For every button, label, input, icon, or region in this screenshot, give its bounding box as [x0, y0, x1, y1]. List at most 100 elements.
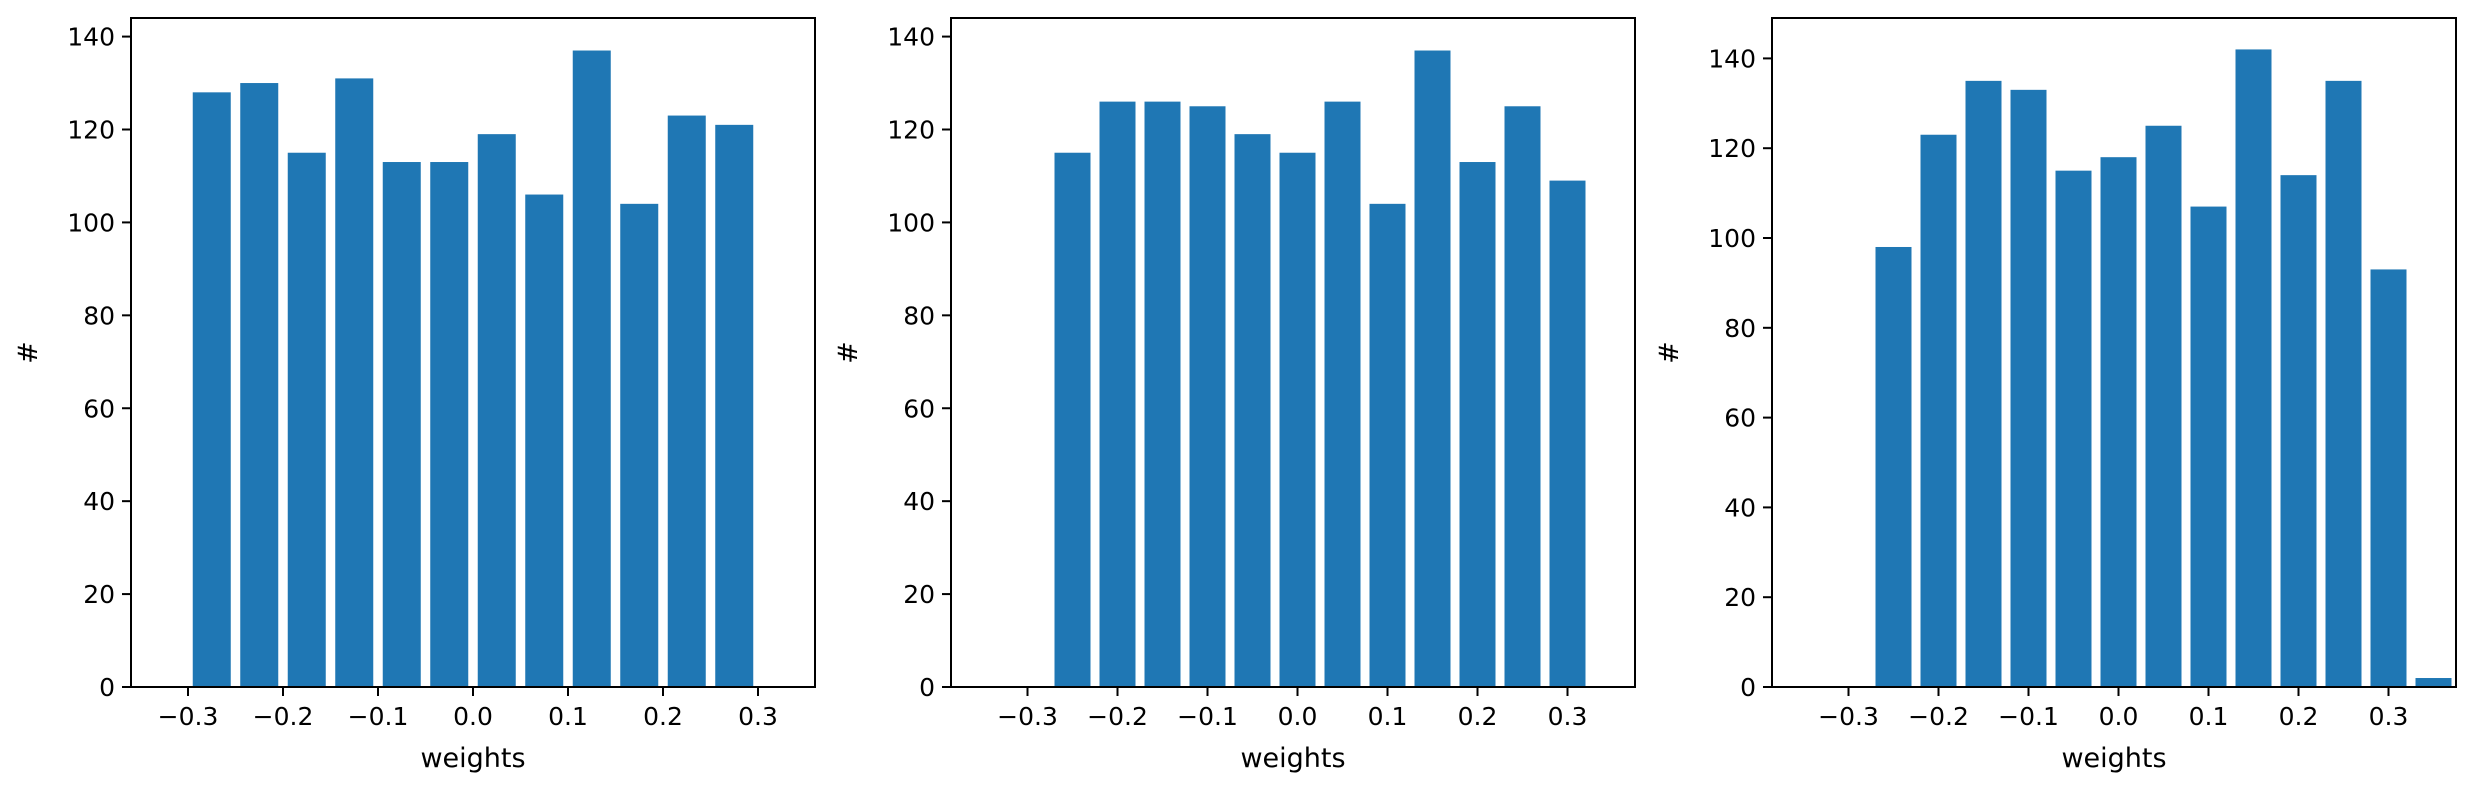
- x-axis-ticks: −0.3 −0.2 −0.1 0.0 0.1 0.2 0.3: [997, 687, 1587, 731]
- bar: [2010, 89, 2047, 687]
- bar: [2100, 157, 2137, 687]
- y-tick-label: 80: [1724, 314, 1756, 343]
- bar-group: [1875, 49, 2452, 688]
- y-tick-label: 0: [99, 673, 115, 702]
- y-tick-label: 80: [83, 301, 115, 330]
- bar: [525, 194, 564, 687]
- x-tick-label: 0.1: [1368, 702, 1408, 731]
- y-tick-label: 20: [83, 580, 115, 609]
- histogram-panel-2: 0 20 40 60 80 100 120 140 −0.3 −0.2 −0.1 0.0 0.1 0.2…: [833, 17, 1636, 774]
- bar: [335, 78, 374, 688]
- x-tick-label: 0.2: [1458, 702, 1498, 731]
- y-axis-ticks: 0 20 40 60 80 100 120 140: [67, 23, 131, 702]
- x-tick-label: −0.1: [348, 702, 409, 731]
- x-tick-label: 0.3: [1548, 702, 1588, 731]
- y-tick-label: 120: [887, 116, 935, 145]
- bar: [2280, 175, 2317, 687]
- y-tick-label: 60: [83, 394, 115, 423]
- y-tick-label: 20: [903, 580, 935, 609]
- bar: [430, 162, 469, 688]
- bar: [1875, 246, 1912, 687]
- bar-group: [1054, 50, 1586, 688]
- y-tick-label: 120: [67, 116, 115, 145]
- x-tick-label: 0.3: [2369, 702, 2409, 731]
- histogram-panel-3: 0 20 40 60 80 100 120 140 −0.3 −0.2 −0.1 0.0 0.1 0.2…: [1654, 17, 2457, 774]
- x-tick-label: −0.3: [997, 702, 1058, 731]
- bar: [715, 124, 754, 687]
- bar: [1279, 152, 1316, 687]
- bar: [2055, 170, 2092, 687]
- x-tick-label: −0.3: [158, 702, 219, 731]
- bar: [1054, 152, 1091, 687]
- x-tick-label: 0.2: [2279, 702, 2319, 731]
- bar: [1234, 134, 1271, 688]
- bar: [1459, 162, 1496, 688]
- bar: [667, 115, 706, 687]
- y-tick-label: 40: [903, 487, 935, 516]
- bar: [1369, 203, 1406, 688]
- y-axis-ticks: 0 20 40 60 80 100 120 140: [1708, 44, 1772, 702]
- y-tick-label: 140: [67, 23, 115, 52]
- x-tick-label: 0.1: [548, 702, 588, 731]
- x-tick-label: 0.0: [2099, 702, 2139, 731]
- y-axis-label: #: [833, 341, 864, 364]
- y-tick-label: 0: [919, 673, 935, 702]
- bar: [1144, 101, 1181, 687]
- bar: [382, 162, 421, 688]
- axes-frame: [1771, 17, 2457, 688]
- x-tick-label: 0.0: [1278, 702, 1318, 731]
- x-tick-label: −0.2: [1908, 702, 1969, 731]
- bar: [1549, 180, 1586, 687]
- x-axis-ticks: −0.3 −0.2 −0.1 0.0 0.1 0.2 0.3: [158, 687, 778, 731]
- bar: [572, 50, 611, 688]
- axes-frame: [950, 17, 1636, 688]
- y-tick-label: 60: [903, 394, 935, 423]
- bar: [1920, 134, 1957, 687]
- y-tick-label: 140: [1708, 44, 1756, 73]
- y-tick-label: 40: [1724, 493, 1756, 522]
- x-tick-label: −0.1: [1998, 702, 2059, 731]
- y-axis-label: #: [1654, 341, 1685, 364]
- y-tick-label: 140: [887, 23, 935, 52]
- y-tick-label: 100: [1708, 224, 1756, 253]
- y-tick-label: 60: [1724, 404, 1756, 433]
- bar: [192, 92, 231, 688]
- x-tick-label: 0.2: [643, 702, 683, 731]
- histogram-panel-1: 0 20 40 60 80 100 120 140 −0.3 −0.2 −0.1 0.0 0.1 0.2…: [13, 17, 816, 774]
- x-tick-label: 0.1: [2189, 702, 2229, 731]
- bar: [477, 134, 516, 688]
- bar: [2325, 80, 2362, 687]
- y-tick-label: 100: [887, 208, 935, 237]
- bar: [2415, 678, 2452, 687]
- bar: [2235, 49, 2272, 688]
- bar: [1189, 106, 1226, 688]
- bar: [1504, 106, 1541, 688]
- axes-frame: [130, 17, 816, 688]
- x-tick-label: 0.0: [453, 702, 493, 731]
- bar-group: [192, 50, 754, 688]
- y-tick-label: 80: [903, 301, 935, 330]
- x-axis-ticks: −0.3 −0.2 −0.1 0.0 0.1 0.2 0.3: [1818, 687, 2408, 731]
- x-tick-label: −0.1: [1177, 702, 1238, 731]
- bar: [1324, 101, 1361, 687]
- x-tick-label: 0.3: [738, 702, 778, 731]
- x-tick-label: −0.2: [253, 702, 314, 731]
- y-axis-label: #: [13, 341, 44, 364]
- y-tick-label: 0: [1740, 673, 1756, 702]
- bar: [1414, 50, 1451, 688]
- x-tick-label: −0.2: [1087, 702, 1148, 731]
- bar: [1099, 101, 1136, 687]
- y-tick-label: 20: [1724, 583, 1756, 612]
- bar: [2145, 125, 2182, 687]
- x-axis-label: weights: [420, 743, 525, 774]
- bar: [2370, 269, 2407, 687]
- y-tick-label: 40: [83, 487, 115, 516]
- y-tick-label: 120: [1708, 134, 1756, 163]
- x-tick-label: −0.3: [1818, 702, 1879, 731]
- y-tick-label: 100: [67, 208, 115, 237]
- x-axis-label: weights: [1240, 743, 1345, 774]
- x-axis-label: weights: [2061, 743, 2166, 774]
- bar: [1965, 80, 2002, 687]
- bar: [287, 152, 326, 687]
